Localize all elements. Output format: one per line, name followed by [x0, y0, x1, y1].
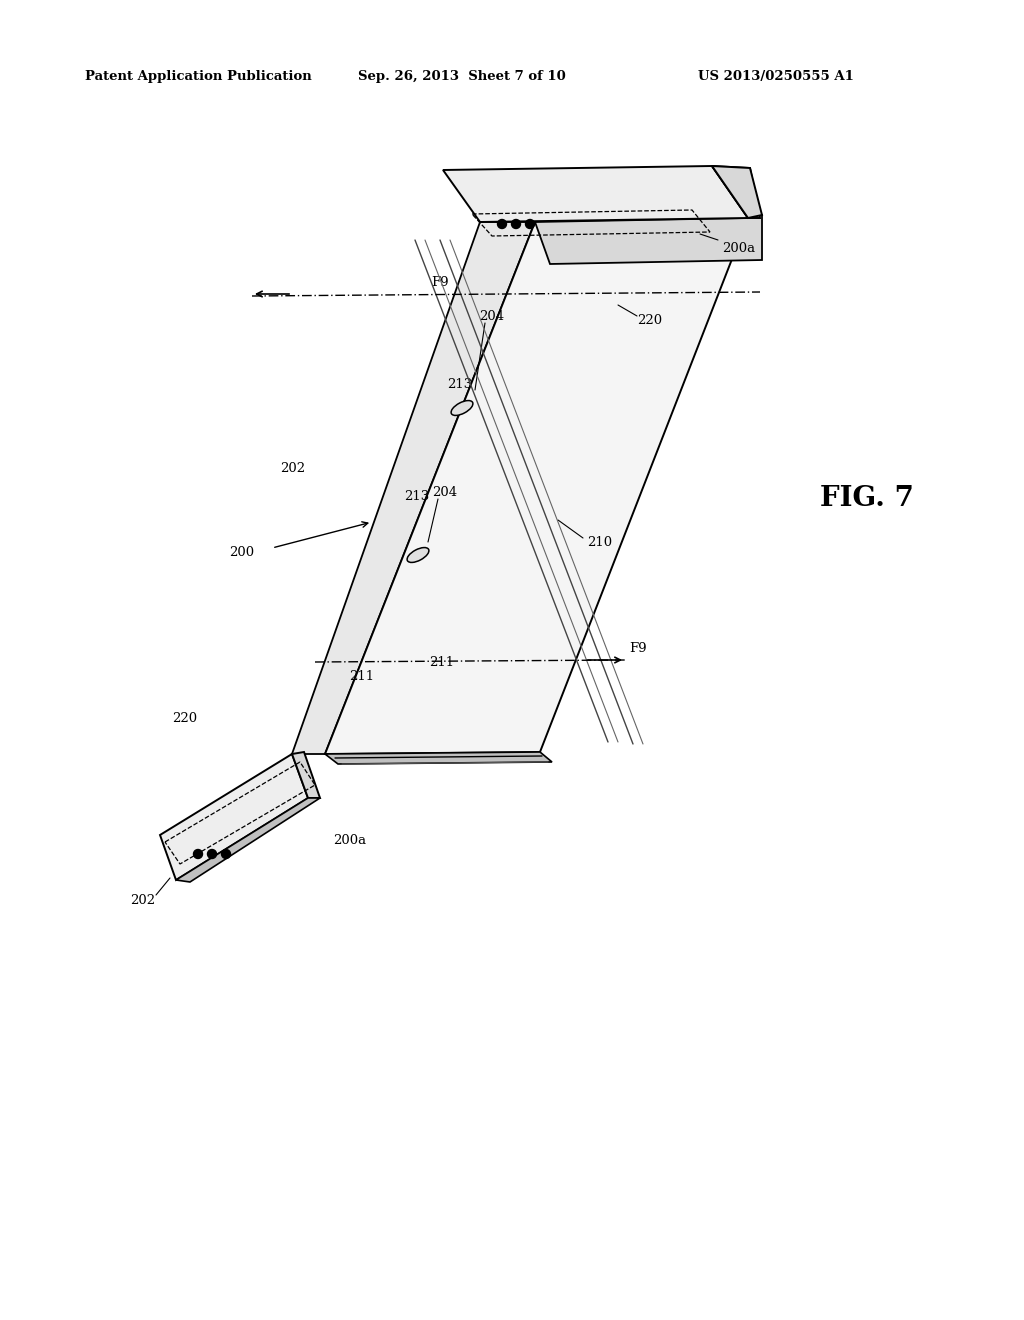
- Text: 202: 202: [281, 462, 305, 474]
- Polygon shape: [443, 166, 748, 222]
- Text: 211: 211: [429, 656, 455, 668]
- Ellipse shape: [452, 400, 473, 416]
- Text: F9: F9: [431, 276, 449, 289]
- Text: Patent Application Publication: Patent Application Publication: [85, 70, 311, 83]
- Polygon shape: [535, 215, 762, 264]
- Text: 204: 204: [479, 309, 505, 322]
- Text: 200a: 200a: [722, 242, 755, 255]
- Polygon shape: [712, 166, 760, 218]
- Text: F9: F9: [629, 642, 647, 655]
- Circle shape: [221, 850, 230, 858]
- Text: 201: 201: [500, 177, 524, 190]
- Polygon shape: [292, 752, 319, 799]
- Polygon shape: [325, 752, 552, 764]
- Text: FIG. 7: FIG. 7: [820, 484, 913, 511]
- Text: 220: 220: [172, 711, 198, 725]
- Text: 200: 200: [229, 546, 255, 560]
- Circle shape: [512, 219, 520, 228]
- Circle shape: [498, 219, 507, 228]
- Text: 213: 213: [404, 490, 430, 503]
- Text: 213: 213: [447, 378, 473, 391]
- Text: 204: 204: [432, 486, 458, 499]
- Polygon shape: [325, 218, 748, 754]
- Text: 220: 220: [637, 314, 663, 326]
- Circle shape: [208, 850, 216, 858]
- Polygon shape: [292, 222, 535, 754]
- Ellipse shape: [408, 548, 429, 562]
- Text: Sep. 26, 2013  Sheet 7 of 10: Sep. 26, 2013 Sheet 7 of 10: [358, 70, 565, 83]
- Polygon shape: [712, 166, 762, 218]
- Text: 202: 202: [130, 894, 156, 907]
- Text: 210: 210: [588, 536, 612, 549]
- Circle shape: [525, 219, 535, 228]
- Polygon shape: [160, 754, 308, 880]
- Polygon shape: [176, 799, 319, 882]
- Text: 200a: 200a: [333, 833, 367, 846]
- Text: 211: 211: [349, 669, 375, 682]
- Circle shape: [194, 850, 203, 858]
- Text: US 2013/0250555 A1: US 2013/0250555 A1: [698, 70, 854, 83]
